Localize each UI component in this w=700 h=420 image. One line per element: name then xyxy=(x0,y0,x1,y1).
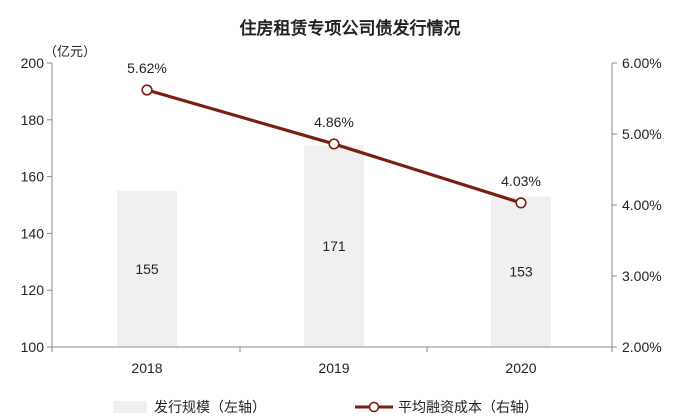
line-point xyxy=(328,138,340,150)
legend-line-label: 平均融资成本（右轴） xyxy=(398,400,538,416)
left-axis-unit: （亿元） xyxy=(44,45,96,60)
left-axis-tick-label: 120 xyxy=(21,282,45,298)
legend-bar-label: 发行规模（左轴） xyxy=(154,400,266,416)
x-axis-tick-label: 2019 xyxy=(318,360,349,376)
line-series xyxy=(141,84,527,209)
right-axis-tick-label: 3.00% xyxy=(622,268,662,284)
right-axis-tick-label: 5.00% xyxy=(622,126,662,142)
line-point xyxy=(141,84,153,96)
left-axis-tick-label: 140 xyxy=(21,225,45,241)
right-axis: 2.00% 3.00% 4.00% 5.00% 6.00% xyxy=(611,55,662,355)
legend-line-marker xyxy=(368,401,380,413)
bar-labels: 155 171 153 xyxy=(135,238,533,280)
x-axis: 2018 2019 2020 xyxy=(51,346,613,376)
legend-bar-swatch xyxy=(113,401,147,413)
left-axis-tick-label: 160 xyxy=(21,169,45,185)
left-axis-tick-label: 200 xyxy=(21,55,45,71)
chart-title: 住房租赁专项公司债发行情况 xyxy=(240,18,461,39)
bar-value-label: 153 xyxy=(509,264,533,280)
bar xyxy=(491,196,551,347)
bar-value-label: 155 xyxy=(135,261,159,277)
right-axis-tick-label: 4.00% xyxy=(622,197,662,213)
right-axis-tick-label: 6.00% xyxy=(622,55,662,71)
left-axis: 100 120 140 160 180 200 xyxy=(21,55,53,355)
bar-series xyxy=(117,145,551,347)
line-labels: 5.62% 4.86% 4.03% xyxy=(127,60,541,189)
x-axis-tick-label: 2018 xyxy=(131,360,162,376)
bar xyxy=(117,190,177,347)
bar xyxy=(304,145,364,347)
line-value-label: 4.03% xyxy=(501,173,541,189)
bar-value-label: 171 xyxy=(322,238,346,254)
line-point xyxy=(515,197,527,209)
right-axis-tick-label: 2.00% xyxy=(622,339,662,355)
legend: 发行规模（左轴） 平均融资成本（右轴） xyxy=(113,400,538,416)
line-value-label: 4.86% xyxy=(314,114,354,130)
left-axis-tick-label: 100 xyxy=(21,339,45,355)
line-value-label: 5.62% xyxy=(127,60,167,76)
x-axis-tick-label: 2020 xyxy=(505,360,536,376)
left-axis-tick-label: 180 xyxy=(21,112,45,128)
